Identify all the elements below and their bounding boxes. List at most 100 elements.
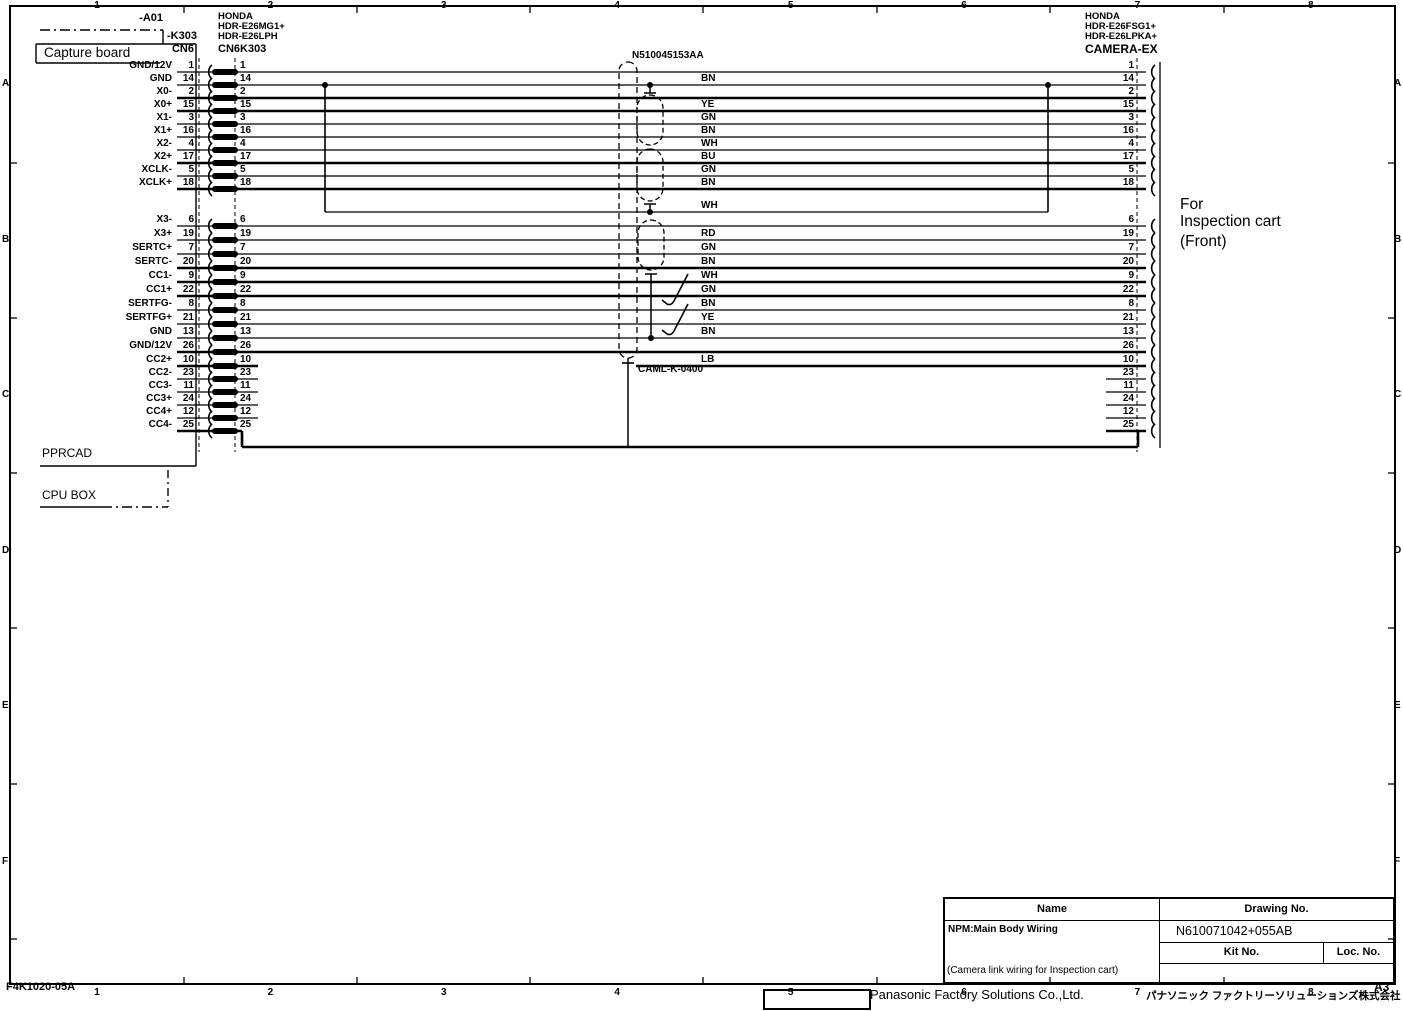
pin-number-cable-left: 15	[240, 99, 252, 110]
camera-connector-maker: HONDA	[1085, 11, 1120, 22]
pin-number-cable-left: 20	[240, 256, 252, 267]
left-socket-contact-icon	[207, 344, 213, 360]
pin-number-cable-left: 4	[240, 138, 246, 149]
drawing-number: N610071042+055AB	[1160, 921, 1393, 943]
title-block: Name Drawing No. NPM:Main Body Wiring (C…	[943, 897, 1395, 984]
pin-number-cable-right: 14	[1122, 73, 1134, 84]
camera-socket-contact-icon	[1150, 330, 1156, 346]
pin-number-cable-right: 2	[1128, 86, 1134, 97]
signal-label: CC2-	[148, 367, 172, 378]
camera-socket-contact-icon	[1150, 384, 1156, 400]
pin-number-cable-right: 23	[1122, 367, 1134, 378]
wire-color-label: BU	[701, 151, 716, 162]
pin-number-cable-right: 18	[1122, 177, 1134, 188]
pin-number-board-side: 17	[182, 151, 194, 162]
note-line-1: For	[1180, 196, 1204, 213]
wire-color-label: BN	[701, 125, 716, 136]
pin-number-cable-right: 21	[1122, 312, 1134, 323]
pin-number-board-side: 20	[182, 256, 194, 267]
wire-color-label: GN	[701, 242, 716, 253]
pair-shield-icon	[637, 219, 665, 271]
left-pin-contact-icon	[212, 335, 238, 341]
camera-socket-contact-icon	[1150, 302, 1156, 318]
camera-connector-part2: HDR-E26LPKA+	[1085, 31, 1158, 42]
cable-part-number: CAML-K-0400	[638, 364, 704, 375]
grid-row-label-left: E	[2, 700, 9, 712]
left-pin-contact-icon	[212, 223, 238, 229]
signal-label: X3+	[153, 228, 172, 239]
kit-number-header: Kit No.	[1160, 943, 1324, 963]
junction-dot	[647, 209, 653, 215]
grid-row-label-left: D	[2, 544, 10, 556]
wire-color-label: GN	[701, 112, 716, 123]
title-name-header: Name	[1037, 903, 1067, 915]
signal-label: XCLK+	[138, 177, 172, 188]
left-pin-contact-icon	[212, 402, 238, 408]
left-socket-contact-icon	[207, 316, 213, 332]
left-pin-contact-icon	[212, 428, 238, 434]
camera-socket-contact-icon	[1150, 77, 1156, 93]
pin-number-cable-left: 17	[240, 151, 252, 162]
grid-row-label-left: B	[2, 233, 10, 245]
title-drawing-header: Drawing No.	[1244, 903, 1309, 915]
signal-label: CC1+	[146, 284, 172, 295]
signal-label: SERTC-	[134, 256, 172, 267]
signal-label: X3-	[156, 214, 172, 225]
note-line-2: Inspection cart	[1180, 213, 1281, 230]
pin-number-board-side: 18	[182, 177, 194, 188]
pin-number-board-side: 9	[188, 270, 194, 281]
camera-socket-contact-icon	[1150, 316, 1156, 332]
pin-number-cable-right: 12	[1122, 406, 1134, 417]
grid-col-label-bottom: 2	[267, 987, 274, 998]
signal-label: GND	[149, 326, 172, 337]
camera-socket-contact-icon	[1150, 103, 1156, 119]
grid-col-label-bottom: 3	[441, 987, 447, 998]
grid-col-label-top: 7	[1134, 0, 1141, 11]
left-pin-contact-icon	[212, 160, 238, 166]
left-pin-contact-icon	[212, 349, 238, 355]
pin-number-cable-left: 10	[240, 354, 252, 365]
left-pin-contact-icon	[212, 186, 238, 192]
grid-col-label-bottom: 8	[1308, 987, 1314, 998]
signal-label: X2-	[156, 138, 172, 149]
left-connector-part1: HDR-E26MG1+	[218, 21, 285, 32]
left-pin-contact-icon	[212, 173, 238, 179]
grid-row-label-right: F	[1394, 856, 1401, 867]
left-socket-contact-icon	[207, 330, 213, 346]
left-connector-maker: HONDA	[218, 11, 253, 22]
signal-label: X2+	[153, 151, 172, 162]
pin-number-cable-left: 5	[240, 164, 246, 175]
pin-number-board-side: 11	[183, 380, 194, 391]
pin-number-cable-left: 23	[240, 367, 252, 378]
wire-color-label: BN	[701, 177, 716, 188]
left-pin-contact-icon	[212, 95, 238, 101]
signal-label: XCLK-	[141, 164, 172, 175]
grid-col-label-top: 8	[1308, 0, 1314, 11]
pair-shield-icon	[636, 148, 664, 202]
grid-row-label-right: A	[1394, 78, 1402, 89]
grid-row-label-right: C	[1394, 389, 1402, 401]
left-connector-part2: HDR-E26LPH	[218, 31, 278, 42]
pin-number-cable-left: 16	[240, 125, 252, 136]
grid-row-label-right: E	[1394, 700, 1401, 712]
camera-socket-contact-icon	[1150, 155, 1156, 171]
pprcad-label: PPRCAD	[42, 446, 93, 460]
ref-designator-k303: -K303	[167, 30, 197, 42]
twisted-pair-mark-icon	[661, 303, 689, 336]
camera-socket-contact-icon	[1150, 274, 1156, 290]
pin-number-board-side: 19	[182, 228, 194, 239]
left-pin-contact-icon	[212, 121, 238, 127]
signal-label: GND/12V	[129, 60, 172, 71]
pair-shield-icon	[636, 94, 664, 146]
pin-number-cable-right: 5	[1128, 164, 1134, 175]
pin-number-cable-left: 12	[240, 406, 252, 417]
pin-number-cable-right: 20	[1122, 256, 1134, 267]
left-pin-contact-icon	[212, 134, 238, 140]
junction-dot	[647, 82, 653, 88]
paper-size-label: A3	[1374, 980, 1390, 994]
pin-number-cable-left: 1	[240, 60, 246, 71]
pin-number-board-side: 10	[182, 354, 194, 365]
wire-color-label: BN	[701, 256, 716, 267]
pin-number-cable-right: 17	[1122, 151, 1134, 162]
drawing-name-sub: (Camera link wiring for Inspection cart)	[947, 965, 1119, 976]
